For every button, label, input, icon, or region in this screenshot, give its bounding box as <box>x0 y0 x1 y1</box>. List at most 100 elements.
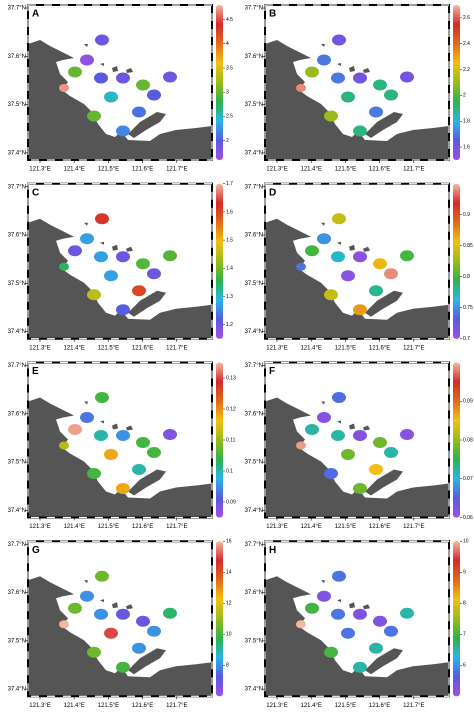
station <box>400 71 414 83</box>
panel: F 121.3°E 121.4°E 121.5°E 121.6°E 121.7°E 37.7… <box>245 361 473 530</box>
station <box>400 250 414 262</box>
x-tick-label: 121.6°E <box>132 167 153 173</box>
y-tick-label: 37.6°N <box>8 590 26 596</box>
station <box>104 449 118 460</box>
station <box>147 268 161 280</box>
y-tick-label: 37.7°N <box>245 542 263 548</box>
panel-label: F <box>269 366 275 377</box>
y-tick-label: 37.4°N <box>8 329 26 335</box>
x-tick-label: 121.5°E <box>335 345 356 351</box>
x-tick-label: 121.5°E <box>335 167 356 173</box>
station <box>400 607 414 619</box>
y-tick-label: 37.4°N <box>8 687 26 693</box>
panel: D 121.3°E 121.4°E 121.5°E 121.6°E 121.7°E 37.7… <box>245 182 473 351</box>
panel: A 121.3°E 121.4°E 121.5°E 121.6°E 121.7°E 37.7… <box>8 4 233 173</box>
y-tick-label: 37.6°N <box>8 411 26 417</box>
station <box>95 213 109 225</box>
frame-dash <box>264 183 450 340</box>
station <box>116 608 130 620</box>
station <box>296 262 306 271</box>
y-tick-label: 37.7°N <box>245 6 263 12</box>
station <box>305 245 319 257</box>
station <box>147 625 161 637</box>
station <box>80 412 94 423</box>
station <box>87 468 101 479</box>
panel: H 121.3°E 121.4°E 121.5°E 121.6°E 121.7°E 37.7… <box>245 539 469 709</box>
station <box>104 627 118 639</box>
station <box>132 464 146 475</box>
y-tick-label: 37.7°N <box>245 363 263 369</box>
y-tick-label: 37.4°N <box>245 508 263 514</box>
station <box>324 110 338 122</box>
colorbar-tick-label: 0.07 <box>463 476 473 482</box>
station <box>332 213 346 225</box>
frame-dash <box>27 361 213 519</box>
station <box>353 304 367 316</box>
x-tick-label: 121.6°E <box>132 703 153 709</box>
y-tick-label: 37.5°N <box>8 281 26 287</box>
colorbar-tick-label: 0.75 <box>463 305 473 311</box>
x-tick-label: 121.4°E <box>63 524 84 530</box>
y-tick-label: 37.4°N <box>8 150 26 156</box>
station <box>163 71 177 83</box>
y-tick-label: 37.7°N <box>245 184 263 190</box>
station <box>94 430 108 441</box>
x-tick-label: 121.7°E <box>166 167 187 173</box>
colorbar-tick-label: 7 <box>463 632 466 638</box>
x-tick-label: 121.3°E <box>266 524 287 530</box>
colorbar-tick-label: 14 <box>226 570 232 576</box>
station <box>136 615 150 627</box>
station <box>353 72 367 84</box>
station <box>373 437 387 448</box>
colorbar-tick-label: 0.85 <box>463 243 473 249</box>
x-tick-label: 121.5°E <box>98 345 119 351</box>
y-tick-label: 37.6°N <box>245 233 263 239</box>
station <box>68 424 82 435</box>
station <box>353 125 367 137</box>
x-tick-label: 121.7°E <box>403 703 424 709</box>
colorbar-tick-label: 0.09 <box>463 399 473 405</box>
station <box>68 245 82 257</box>
station <box>94 251 108 263</box>
station <box>94 72 108 84</box>
colorbar-tick-label: 1.6 <box>226 209 233 215</box>
colorbar-tick-label: 4.5 <box>226 17 233 23</box>
station <box>369 642 383 654</box>
y-tick-label: 37.6°N <box>8 54 26 60</box>
panel: C 121.3°E 121.4°E 121.5°E 121.6°E 121.7°E 37.7… <box>8 181 234 351</box>
x-tick-label: 121.4°E <box>300 167 321 173</box>
x-tick-label: 121.3°E <box>266 167 287 173</box>
colorbar-tick-label: 9 <box>463 570 466 576</box>
station <box>384 625 398 637</box>
x-tick-label: 121.6°E <box>369 524 390 530</box>
x-tick-label: 121.7°E <box>403 524 424 530</box>
colorbar-tick-label: 1.8 <box>463 119 470 125</box>
colorbar-tick-label: 16 <box>226 539 232 545</box>
x-tick-label: 121.3°E <box>29 167 50 173</box>
station <box>400 429 414 440</box>
station <box>163 250 177 262</box>
x-tick-label: 121.6°E <box>369 345 390 351</box>
station <box>132 285 146 297</box>
y-tick-label: 37.5°N <box>8 460 26 466</box>
x-tick-label: 121.4°E <box>63 703 84 709</box>
station <box>369 464 383 475</box>
station <box>95 570 109 582</box>
station <box>59 84 69 92</box>
colorbar <box>216 183 223 339</box>
y-tick-label: 37.5°N <box>8 102 26 108</box>
station <box>136 258 150 270</box>
colorbar <box>453 362 460 518</box>
y-tick-label: 37.4°N <box>245 329 263 335</box>
y-tick-label: 37.5°N <box>245 460 263 466</box>
station <box>341 270 355 282</box>
station <box>373 79 387 91</box>
station <box>296 620 306 629</box>
station <box>305 424 319 435</box>
y-tick-label: 37.7°N <box>8 363 26 369</box>
colorbar-tick-label: 1.3 <box>226 294 233 300</box>
station <box>317 412 331 423</box>
station <box>104 270 118 282</box>
frame-dash <box>264 4 450 161</box>
station <box>369 285 383 297</box>
